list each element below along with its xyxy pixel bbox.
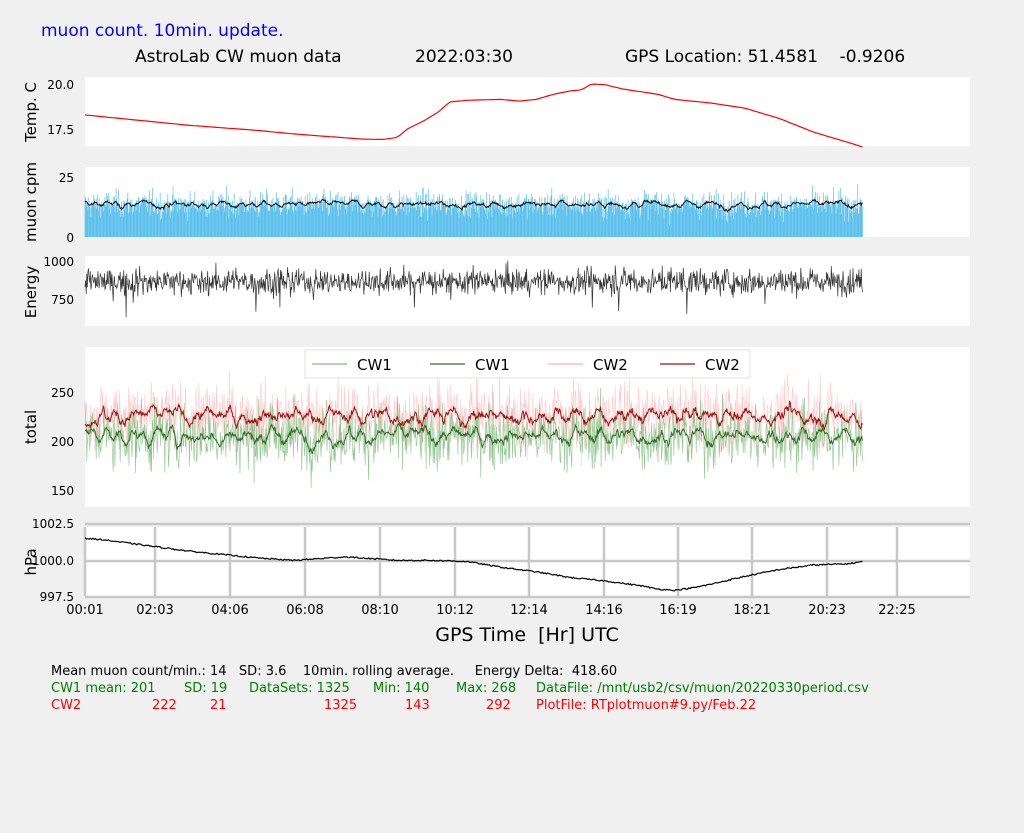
x-tick-label: 08:10	[361, 603, 398, 618]
y-tick-label: 1000.0	[32, 554, 74, 568]
x-tick-label: 12:14	[510, 603, 547, 618]
x-tick-label: 06:08	[286, 603, 323, 618]
energy-line	[84, 260, 863, 318]
y-tick-label: 17.5	[47, 123, 74, 137]
cw2-label: CW2	[51, 698, 82, 713]
stats-cw1-row: CW1 mean: 201 SD: 19 DataSets: 1325 Min:…	[51, 681, 951, 698]
x-tick-label: 14:16	[585, 603, 622, 618]
x-tick-label: 16:19	[659, 603, 696, 618]
y-tick-label: 150	[51, 484, 74, 498]
total-panel: 150 200 250 total CW1 CW1 CW2 CW2	[22, 347, 970, 507]
muon-y-label: muon cpm	[22, 162, 40, 242]
x-ticks: 00:01 02:03 04:06 06:08 08:10 10:12 12:14 14:16…	[66, 603, 915, 618]
cw1-sd: SD: 19	[184, 681, 228, 696]
legend: CW1 CW1 CW2 CW2	[304, 349, 751, 379]
y-tick-label: 250	[51, 386, 74, 400]
legend-label: CW2	[705, 356, 740, 374]
stats-mean: Mean muon count/min.: 14 SD: 3.6 10min. …	[51, 664, 617, 679]
cw1-max: Max: 268	[456, 681, 517, 696]
energy-y-label: Energy	[22, 266, 40, 319]
y-tick-label: 20.0	[47, 78, 74, 92]
pressure-y-label: hPa	[22, 548, 40, 575]
x-tick-label: 02:03	[136, 603, 173, 618]
y-tick-label: 1002.5	[32, 517, 74, 531]
cw2-rolling-line	[84, 400, 863, 431]
y-tick-label: 997.5	[40, 590, 74, 604]
x-tick-label: 04:06	[211, 603, 248, 618]
temperature-plot-area	[85, 77, 970, 146]
muon-chart: muon count. 10min. update. AstroLab CW m…	[22, 21, 970, 646]
muon-rolling-average	[84, 198, 863, 213]
y-tick-label: 200	[51, 435, 74, 449]
pressure-line	[84, 537, 863, 592]
temperature-panel: 17.5 20.0 Temp. C	[22, 77, 970, 148]
cw1-min: Min: 140	[373, 681, 430, 696]
x-tick-label: 20:23	[808, 603, 845, 618]
cw1-mean: CW1 mean: 201	[51, 681, 156, 696]
cw1-datafile: DataFile: /mnt/usb2/csv/muon/20220330per…	[536, 681, 869, 696]
x-axis-label: GPS Time [Hr] UTC	[435, 624, 619, 646]
x-tick-label: 22:25	[878, 603, 915, 618]
cw1-datasets: DataSets: 1325	[249, 681, 350, 696]
stats-mean-text: Mean muon count/min.: 14 SD: 3.6 10min. …	[51, 664, 618, 679]
cw2-max: 292	[486, 698, 511, 713]
chart-title: AstroLab CW muon data	[135, 47, 342, 67]
cw2-sd: 21	[210, 698, 227, 713]
pressure-panel: 997.5 1000.0 1002.5 hPa	[22, 517, 970, 604]
x-tick-label: 18:21	[733, 603, 770, 618]
gps-location: GPS Location: 51.4581 -0.9206	[625, 47, 905, 67]
muon-panel: 0 25 muon cpm	[22, 162, 970, 245]
y-tick-label: 0	[66, 231, 74, 245]
cw2-raw-line	[84, 368, 863, 467]
x-tick-label: 10:12	[436, 603, 473, 618]
y-tick-label: 25	[59, 171, 74, 185]
chart-date: 2022:03:30	[415, 47, 513, 67]
cw2-datasets: 1325	[324, 698, 358, 713]
cw1-rolling-line	[84, 422, 863, 455]
cw2-plotfile: PlotFile: RTplotmuon#9.py/Feb.22	[536, 698, 757, 713]
temperature-line	[84, 83, 863, 148]
y-tick-label: 750	[51, 293, 74, 307]
cw2-mean: 222	[152, 698, 177, 713]
update-note: muon count. 10min. update.	[41, 21, 283, 41]
legend-label: CW1	[357, 356, 392, 374]
stats-cw2-row: CW2 222 21 1325 143 292 PlotFile: RTplot…	[51, 698, 951, 715]
legend-label: CW1	[475, 356, 510, 374]
cw2-min: 143	[405, 698, 430, 713]
temperature-y-label: Temp. C	[22, 82, 40, 143]
legend-label: CW2	[593, 356, 628, 374]
y-tick-label: 1000	[43, 255, 74, 269]
x-tick-label: 00:01	[66, 603, 103, 618]
cw1-raw-line	[84, 387, 863, 489]
total-y-label: total	[22, 410, 40, 444]
